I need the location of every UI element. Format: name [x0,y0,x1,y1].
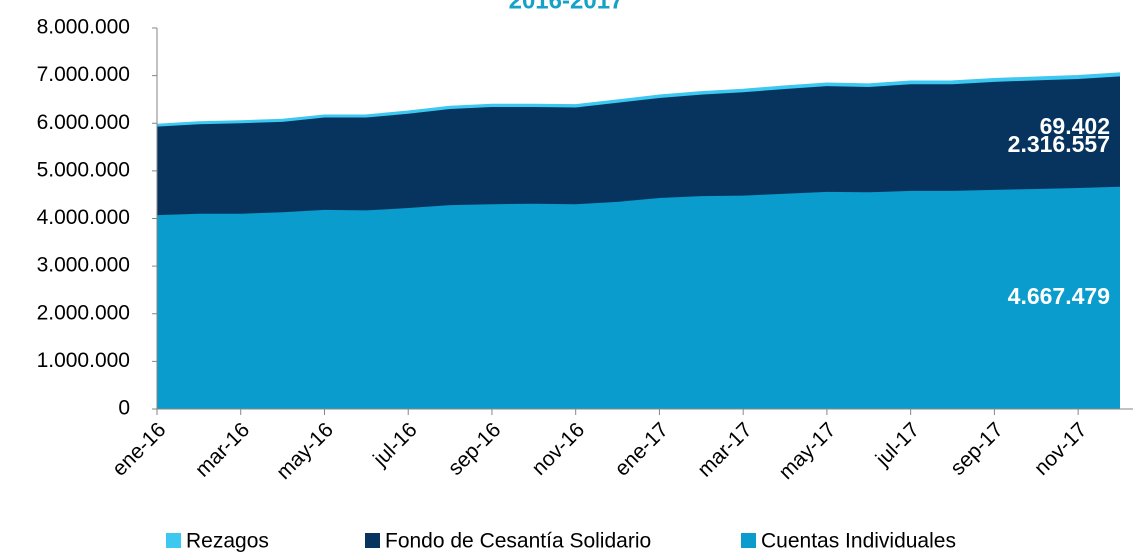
y-tick-label: 4.000.000 [37,206,130,229]
y-tick-label: 0 [118,397,130,420]
area-edge [156,72,1121,126]
data-label: 4.667.479 [1008,283,1110,309]
legend-swatch [741,533,756,548]
legend-label: Rezagos [186,530,269,553]
y-tick-label: 1.000.000 [37,349,130,372]
y-tick-label: 2.000.000 [37,301,130,324]
data-label: 69.402 [1040,113,1110,139]
x-tick-label: mar-17 [693,418,756,481]
y-tick-label: 6.000.000 [37,111,130,134]
legend-swatch [166,533,181,548]
x-tick-label: may-17 [775,418,841,484]
legend-label: Fondo de Cesantía Solidario [385,530,651,553]
legend-label: Cuentas Individuales [761,530,956,553]
x-tick-label: sep-16 [444,418,506,480]
area [157,73,1120,127]
y-tick-label: 3.000.000 [37,254,130,277]
x-tick-label: jul-16 [368,418,421,471]
chart-title: 2016-2017 [509,0,624,14]
y-tick-label: 5.000.000 [37,158,130,181]
x-tick-label: ene-16 [108,418,171,481]
x-tick-label: mar-16 [191,418,254,481]
x-tick-label: ene-17 [610,418,673,481]
y-tick-label: 8.000.000 [37,16,130,39]
x-tick-label: nov-17 [1030,418,1092,480]
x-tick-label: may-16 [272,418,338,484]
area [157,186,1120,409]
legend-swatch [365,533,380,548]
area [157,76,1120,216]
x-tick-label: jul-17 [871,418,924,471]
x-tick-label: nov-16 [527,418,589,480]
x-tick-label: sep-17 [946,418,1008,480]
y-tick-label: 7.000.000 [37,63,130,86]
data-label: 2.316.557 [1008,131,1110,157]
